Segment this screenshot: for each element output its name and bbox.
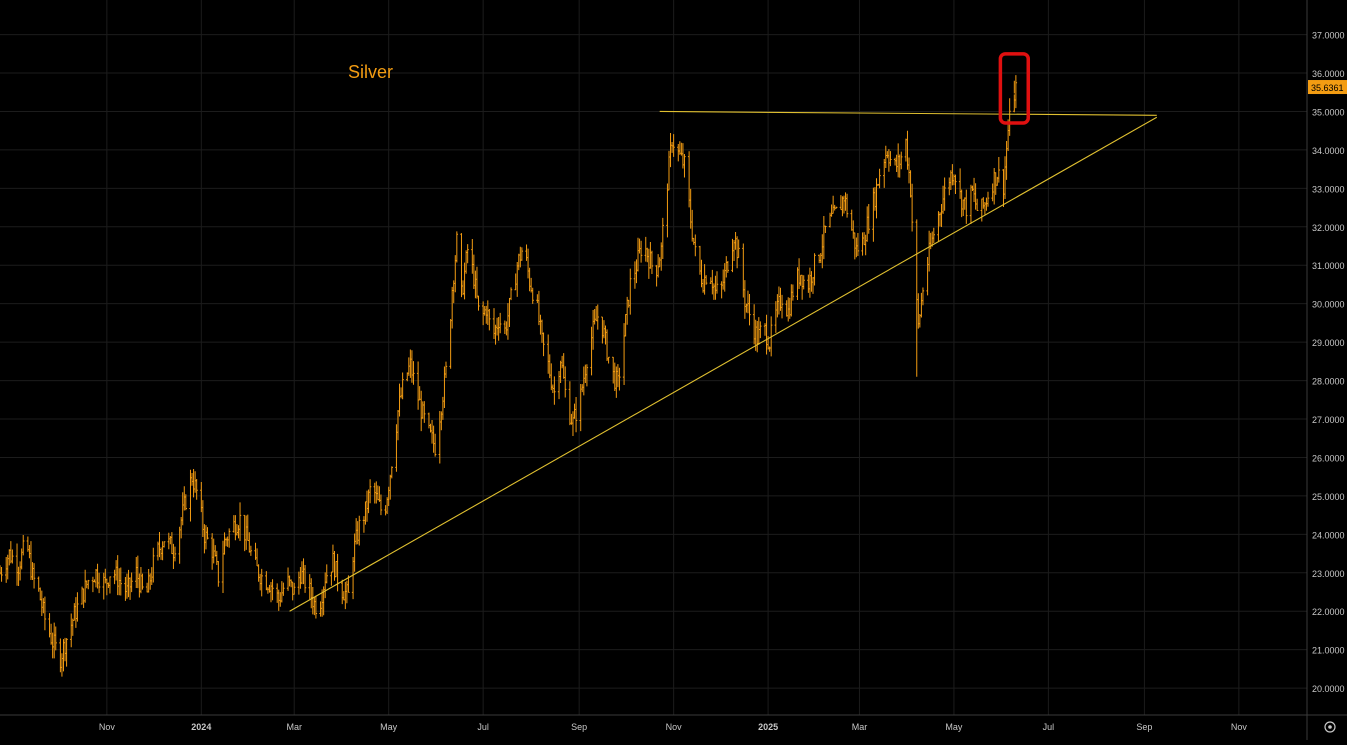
x-tick-label: 2025 [758,722,778,732]
rising-support-trendline[interactable] [289,116,1158,612]
y-tick-label: 22.0000 [1312,607,1345,617]
y-tick-label: 24.0000 [1312,530,1345,540]
y-tick-label: 33.0000 [1312,184,1345,194]
x-tick-label: Sep [571,722,587,732]
x-tick-label: Nov [666,722,683,732]
y-tick-label: 31.0000 [1312,261,1345,271]
series-layer [0,75,1018,677]
y-tick-label: 26.0000 [1312,453,1345,463]
gear-icon[interactable] [1324,721,1336,733]
x-tick-label: Jul [1043,722,1055,732]
x-tick-label: 2024 [191,722,211,732]
x-tick-label: Nov [1231,722,1248,732]
y-tick-label: 35.0000 [1312,107,1345,117]
last-price-tag-background [1308,80,1347,95]
breakout-box[interactable] [998,52,1031,125]
grid-layer [0,0,1307,715]
x-tick-label: Sep [1136,722,1152,732]
y-tick-label: 34.0000 [1312,146,1345,156]
x-tick-label: Nov [99,722,116,732]
x-tick-label: Jul [477,722,489,732]
last-price-value: 35.6361 [1311,83,1344,93]
y-tick-label: 20.0000 [1312,684,1345,694]
x-tick-label: Mar [286,722,302,732]
gear-icon-center [1328,725,1332,729]
annotation-layer [289,52,1158,612]
y-tick-label: 29.0000 [1312,338,1345,348]
x-tick-label: Mar [852,722,868,732]
y-tick-label: 21.0000 [1312,646,1345,656]
y-tick-label: 28.0000 [1312,377,1345,387]
x-axis-labels[interactable]: Nov 2024 Mar May Jul Sep Nov 2025 Mar May Jul Sep No… [99,722,1248,732]
x-tick-label: May [380,722,398,732]
y-tick-label: 27.0000 [1312,415,1345,425]
y-axis-labels[interactable]: 20.0000 21.0000 22.0000 23.0000 24.0000 25.00… [1312,31,1345,694]
y-tick-label: 23.0000 [1312,569,1345,579]
y-tick-label: 32.0000 [1312,223,1345,233]
x-tick-label: May [945,722,963,732]
chart-settings-button[interactable] [1324,721,1336,733]
last-price-tag: 35.6361 [1308,80,1347,95]
y-tick-label: 37.0000 [1312,31,1345,41]
y-tick-label: 30.0000 [1312,300,1345,310]
y-tick-label: 25.0000 [1312,492,1345,502]
price-bars-series [0,75,1018,677]
chart-title: Silver [348,62,393,82]
horizontal-resistance-trendline[interactable] [659,110,1157,116]
y-tick-label: 36.0000 [1312,69,1345,79]
